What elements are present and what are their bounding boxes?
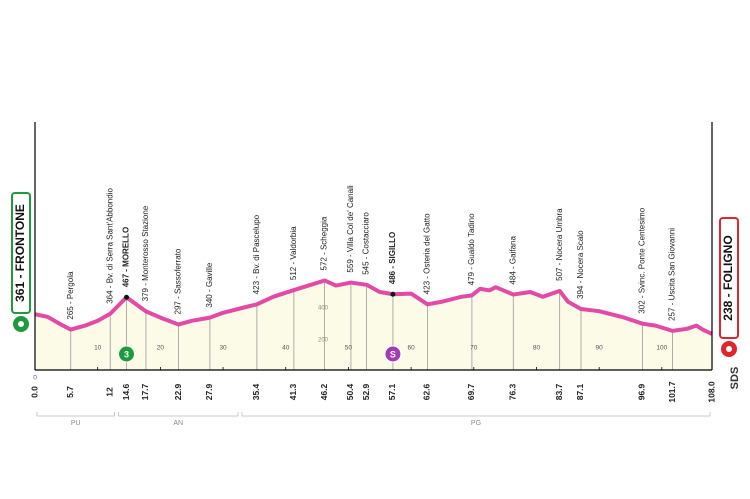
y-tick-label: 200 (318, 338, 329, 344)
waypoint-label: 257 - Uscita San Giovanni (668, 228, 677, 321)
x-tick-label: 90 (596, 345, 604, 352)
badge (118, 345, 136, 363)
x-tick-label: 100 (656, 345, 667, 352)
region-label: PG (471, 420, 481, 427)
x-tick-label: 70 (470, 345, 478, 352)
distance-label: 57.1 (387, 383, 397, 400)
distance-label: 5.7 (65, 386, 75, 398)
x-tick-label: 50 (345, 345, 353, 352)
x-tick-label: 20 (157, 345, 165, 352)
distance-label: 83.7 (554, 383, 564, 400)
distance-label: 0.0 (29, 386, 39, 398)
place-icon-dot (726, 346, 732, 352)
place-icon-dot (18, 321, 24, 327)
distance-label: 12 (104, 387, 114, 397)
region-bracket (36, 412, 115, 417)
distance-label: 14.6 (121, 383, 131, 400)
x-tick-label: 60 (407, 345, 415, 352)
distance-label: 17.7 (140, 383, 150, 400)
waypoint-label: 364 - Bv. di Serra Sant'Abbondio (105, 188, 114, 304)
waypoint-label: 512 - Valdorbia (289, 226, 298, 280)
waypoint-label: 486 - SIGILLO (388, 232, 397, 284)
place-label: 238 - FOLIGNO (721, 235, 735, 320)
place-box (719, 217, 739, 339)
distance-label: 101.7 (667, 381, 677, 403)
waypoint-label: 340 - Gaville (205, 262, 214, 307)
waypoint-label: 479 - Gualdo Tadino (467, 213, 476, 285)
profile-line (34, 278, 713, 336)
x-tick-label: 30 (219, 345, 227, 352)
waypoint-label: 572 - Scheggia (320, 216, 329, 270)
region-bracket (241, 412, 711, 417)
distance-label: 27.9 (204, 383, 214, 400)
summit-dot (390, 291, 396, 297)
distance-label: 52.9 (361, 383, 371, 400)
region-label: PU (71, 420, 81, 427)
region-bracket (118, 412, 239, 417)
distance-label: 62.6 (422, 383, 432, 400)
waypoint-label: 559 - Villa Col de' Canali (346, 185, 355, 272)
profile-area (35, 280, 712, 370)
summit-dot (124, 294, 130, 300)
badge-label: S (390, 349, 396, 359)
place-label: 361 - FRONTONE (13, 204, 27, 302)
distance-label: 76.3 (508, 383, 518, 400)
waypoint-label: 302 - Svinc. Ponte Centesimo (638, 207, 647, 313)
region-label: AN (173, 420, 183, 427)
x-tick-label: 80 (533, 345, 541, 352)
y-tick-label: 400 (318, 306, 329, 312)
place-box (11, 192, 31, 314)
waypoint-label: 265 - Pergola (66, 271, 75, 320)
waypoint-label: 297 - Sassoferrato (174, 248, 183, 314)
logo: SDS (729, 367, 741, 390)
distance-label: 46.2 (319, 383, 329, 400)
distance-label: 87.1 (575, 383, 585, 400)
waypoint-label: 423 - Bv. di Pascelupo (252, 214, 261, 294)
waypoint-label: 423 - Osteria del Gatto (423, 213, 432, 294)
distance-label: 50.4 (345, 383, 355, 400)
distance-label: 22.9 (173, 383, 183, 400)
x-tick-label: 10 (94, 345, 102, 352)
x-tick-label: 0 (33, 375, 37, 382)
badge-label: 3 (124, 349, 129, 359)
badge (384, 345, 402, 363)
waypoint-label: 467 - MORELLO (122, 227, 131, 287)
distance-label: 96.9 (637, 383, 647, 400)
waypoint-label: 484 - Gaifana (508, 236, 517, 285)
waypoint-label: 379 - Monterosso Stazione (141, 205, 150, 301)
waypoint-label: 545 - Costacciaro (362, 212, 371, 275)
distance-label: 108.0 (706, 381, 716, 403)
waypoint-label: 394 - Nocera Scalo (576, 230, 585, 299)
distance-label: 69.7 (466, 383, 476, 400)
x-tick-label: 40 (282, 345, 290, 352)
distance-label: 35.4 (251, 383, 261, 400)
waypoint-label: 507 - Nocera Umbra (555, 208, 564, 281)
distance-label: 41.3 (288, 383, 298, 400)
